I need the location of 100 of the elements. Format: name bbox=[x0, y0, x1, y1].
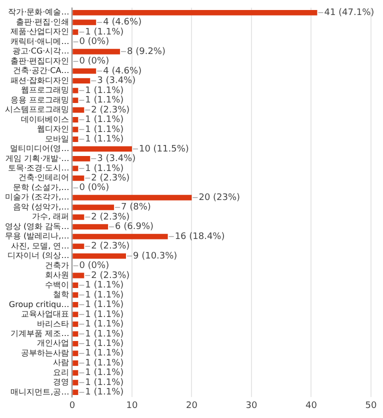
data-label: 2 (2.3%) bbox=[91, 270, 130, 281]
y-tick-label: 건축·인테리어 bbox=[18, 173, 70, 182]
bar bbox=[72, 340, 78, 346]
bar bbox=[72, 302, 78, 308]
data-label: 1 (1.1%) bbox=[85, 134, 124, 145]
bar bbox=[72, 88, 78, 94]
y-tick-label: 디자이너 (의상… bbox=[8, 251, 70, 260]
data-label: 1 (1.1%) bbox=[85, 378, 124, 388]
y-tick-label: 교육사업대표 bbox=[21, 310, 70, 319]
bar bbox=[72, 146, 132, 152]
x-tick-label: 20 bbox=[186, 400, 198, 411]
data-label: 9 (10.3%) bbox=[132, 251, 178, 262]
y-tick-label: 기계부품 제조… bbox=[10, 329, 70, 338]
y-tick-label: 가수, 래퍼 bbox=[32, 212, 70, 222]
bar bbox=[72, 370, 78, 376]
bar bbox=[72, 321, 78, 327]
data-label: 2 (2.3%) bbox=[91, 242, 130, 252]
y-tick-label: 개인사업 bbox=[37, 338, 70, 348]
y-tick-label: 철학 bbox=[53, 290, 70, 300]
data-label: 0 (0%) bbox=[79, 37, 110, 48]
data-label: 0 (0%) bbox=[79, 183, 110, 194]
x-tick-label: 40 bbox=[306, 400, 318, 411]
y-tick-label: 사진, 모델, 연… bbox=[11, 241, 70, 250]
bar bbox=[72, 282, 78, 288]
bar bbox=[72, 117, 78, 122]
y-tick-label: 수백이 bbox=[45, 280, 70, 290]
bar bbox=[72, 312, 78, 318]
y-tick-label: 캐릭터·애니메… bbox=[10, 36, 70, 46]
data-label: 1 (1.1%) bbox=[85, 358, 124, 368]
bar bbox=[72, 166, 78, 172]
bar bbox=[72, 253, 126, 259]
data-label: 0 (0%) bbox=[79, 56, 110, 67]
bar bbox=[72, 126, 78, 132]
y-tick-label: Group critiqu… bbox=[8, 300, 70, 309]
bar bbox=[72, 390, 78, 396]
data-label: 1 (1.1%) bbox=[85, 310, 124, 320]
bar bbox=[72, 380, 78, 386]
data-label: 41 (47.1%) bbox=[324, 8, 374, 18]
x-tick-label: 50 bbox=[365, 400, 377, 411]
data-label: 1 (1.1%) bbox=[85, 96, 124, 106]
data-label: 1 (1.1%) bbox=[85, 86, 124, 96]
data-label: 4 (4.6%) bbox=[103, 18, 142, 28]
y-tick-label: 데이터베이스 bbox=[21, 114, 70, 124]
data-label: 1 (1.1%) bbox=[85, 388, 124, 398]
data-label: 10 (11.5%) bbox=[138, 144, 189, 154]
y-tick-label: 요리 bbox=[53, 368, 70, 377]
data-label: 2 (2.3%) bbox=[91, 212, 130, 222]
bar bbox=[72, 98, 78, 103]
data-label: 8 (9.2%) bbox=[127, 46, 166, 57]
bar bbox=[72, 194, 192, 200]
y-tick-label: 영상 (영화 감독… bbox=[4, 222, 70, 231]
y-tick-label: 광고·CG·시각… bbox=[12, 46, 70, 56]
data-label: 1 (1.1%) bbox=[85, 348, 124, 359]
x-tick-label: 30 bbox=[246, 400, 258, 411]
data-label: 7 (8%) bbox=[121, 202, 151, 213]
bar bbox=[72, 331, 78, 337]
data-label: 0 (0%) bbox=[79, 261, 110, 272]
data-label: 3 (3.4%) bbox=[97, 76, 136, 86]
bar bbox=[72, 107, 84, 113]
y-tick-label: 제품·산업디자인 bbox=[10, 27, 70, 36]
y-tick-label: 멀티미디어(영… bbox=[10, 144, 70, 154]
y-tick-label: 시스템프로그래밍 bbox=[5, 105, 70, 114]
y-tick-label: 문학 (소설가,… bbox=[12, 182, 70, 192]
data-label: 4 (4.6%) bbox=[103, 66, 142, 76]
y-tick-label: 작가·문화·예술… bbox=[8, 8, 70, 17]
bar bbox=[72, 350, 78, 356]
data-label: 20 (23%) bbox=[198, 192, 240, 203]
bar bbox=[72, 29, 78, 35]
data-label: 1 (1.1%) bbox=[85, 320, 124, 330]
data-label: 3 (3.4%) bbox=[97, 154, 136, 164]
y-tick-label: 공부하는사람 bbox=[21, 348, 70, 358]
bar bbox=[72, 244, 84, 250]
bar bbox=[72, 156, 90, 162]
bar bbox=[72, 78, 90, 84]
data-label: 1 (1.1%) bbox=[85, 115, 124, 126]
y-tick-label: 사람 bbox=[53, 358, 70, 368]
y-tick-label: 게임 기획·개발·… bbox=[6, 154, 70, 163]
y-tick-label: 경영 bbox=[53, 378, 70, 387]
data-label: 1 (1.1%) bbox=[85, 290, 124, 300]
y-tick-label: 무용 (발레리나,… bbox=[4, 232, 70, 241]
x-tick-label: 0 bbox=[69, 400, 76, 411]
bar bbox=[72, 224, 108, 230]
data-label: 1 (1.1%) bbox=[85, 124, 124, 135]
bar bbox=[72, 175, 84, 181]
bar bbox=[72, 136, 78, 142]
bar bbox=[72, 68, 96, 74]
data-label: 1 (1.1%) bbox=[85, 329, 124, 340]
bar bbox=[72, 48, 120, 54]
y-tick-label: 출판·편집디자인 bbox=[10, 56, 70, 66]
bar bbox=[72, 360, 78, 366]
data-label: 1 (1.1%) bbox=[85, 368, 124, 378]
y-tick-label: 웹프로그래밍 bbox=[21, 86, 70, 95]
data-label: 1 (1.1%) bbox=[85, 164, 124, 174]
y-tick-label: 토목·조경·도시… bbox=[8, 164, 70, 173]
data-label: 2 (2.3%) bbox=[91, 174, 130, 184]
y-tick-label: 음악 (성악가,… bbox=[12, 202, 70, 212]
data-label: 2 (2.3%) bbox=[91, 105, 130, 116]
bar bbox=[72, 272, 84, 278]
y-tick-label: 패션·잡화디자인 bbox=[10, 76, 70, 85]
y-tick-label: 모바일 bbox=[45, 134, 70, 144]
